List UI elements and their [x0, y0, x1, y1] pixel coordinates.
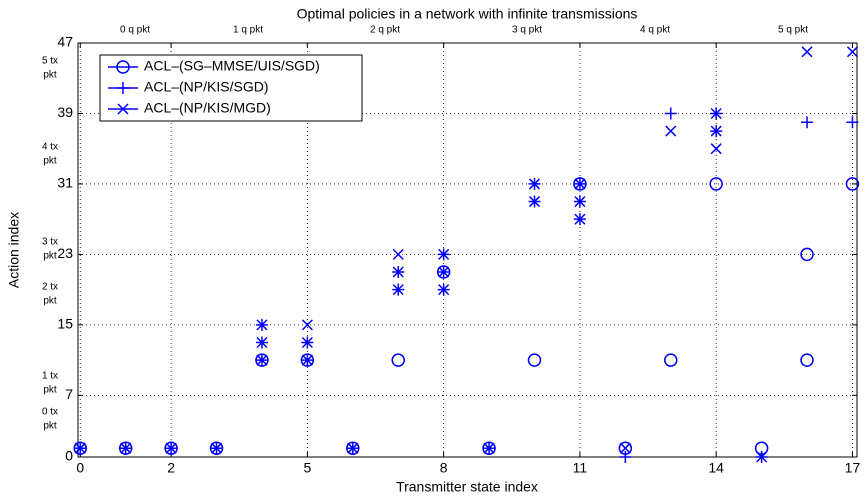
point	[756, 451, 768, 463]
x-tick-label: 2	[167, 460, 175, 476]
point	[301, 354, 313, 366]
side-label: pkt	[43, 421, 57, 432]
point	[527, 353, 542, 367]
point	[528, 178, 541, 190]
x-tick-label: 5	[303, 460, 311, 476]
legend-marker	[116, 60, 130, 74]
top-label: 0 q pkt	[120, 25, 150, 36]
plot-frame	[77, 42, 858, 458]
top-label: 1 q pkt	[233, 25, 263, 36]
side-label: pkt	[43, 385, 57, 396]
legend-label: ACL–(NP/KIS/SGD)	[144, 79, 268, 95]
point	[438, 284, 450, 296]
side-label: 5 tx	[42, 56, 58, 67]
y-axis-label: Action index	[6, 212, 22, 288]
legend-label: ACL–(NP/KIS/MGD)	[144, 100, 271, 116]
point	[120, 442, 132, 454]
y-tick-label: 23	[57, 245, 73, 261]
point	[483, 442, 495, 454]
point	[665, 125, 677, 137]
top-label: 4 q pkt	[640, 25, 670, 36]
point	[710, 143, 722, 155]
y-tick-label: 47	[57, 34, 73, 50]
side-label: 2 tx	[42, 282, 58, 293]
point	[392, 266, 404, 278]
point	[256, 336, 268, 349]
side-label: 1 tx	[42, 371, 58, 382]
point	[301, 336, 313, 349]
point	[710, 107, 722, 119]
point	[256, 354, 268, 366]
point	[619, 442, 631, 454]
point	[801, 116, 814, 129]
point	[574, 213, 586, 225]
side-label: 4 tx	[42, 142, 58, 153]
point	[846, 116, 859, 129]
chart-title: Optimal policies in a network with infin…	[297, 6, 638, 22]
legend-marker	[117, 82, 129, 94]
point	[710, 125, 722, 137]
side-label: pkt	[43, 156, 57, 167]
top-label: 5 q pkt	[778, 25, 808, 36]
point	[347, 442, 359, 454]
point	[74, 442, 86, 454]
point	[709, 177, 723, 191]
point	[438, 266, 450, 278]
legend-marker	[117, 103, 129, 115]
y-tick-label: 39	[57, 104, 73, 120]
point	[800, 353, 814, 367]
side-label: 3 tx	[42, 237, 58, 248]
x-tick-label: 17	[845, 460, 861, 476]
point	[392, 248, 404, 260]
point	[574, 178, 586, 190]
top-label: 3 q pkt	[512, 25, 542, 36]
point	[301, 319, 313, 331]
y-tick-label: 15	[57, 316, 73, 332]
side-label: 0 tx	[42, 407, 58, 418]
point	[846, 46, 858, 58]
point	[574, 196, 586, 208]
x-axis-label: Transmitter state index	[396, 479, 538, 495]
point	[391, 353, 405, 367]
point	[256, 319, 268, 331]
point	[801, 46, 813, 58]
side-label: pkt	[43, 251, 57, 262]
point	[845, 177, 860, 191]
x-tick-label: 14	[708, 460, 724, 476]
legend-box	[99, 54, 363, 122]
side-label: pkt	[43, 296, 57, 307]
x-tick-label: 0	[76, 460, 84, 476]
point	[664, 353, 678, 367]
point	[619, 451, 632, 463]
x-tick-label: 8	[440, 460, 448, 476]
side-label: pkt	[43, 70, 57, 81]
legend-label: ACL–(SG–MMSE/UIS/SGD)	[144, 58, 320, 74]
top-label: 2 q pkt	[370, 25, 400, 36]
point	[438, 248, 450, 260]
point	[165, 442, 177, 454]
point	[664, 107, 677, 120]
point	[392, 284, 404, 296]
y-tick-label: 0	[65, 448, 73, 464]
x-tick-label: 11	[573, 460, 588, 476]
point	[528, 196, 541, 208]
y-tick-label: 7	[65, 386, 73, 402]
point	[211, 442, 223, 454]
y-tick-label: 31	[57, 175, 73, 191]
point	[800, 247, 814, 262]
